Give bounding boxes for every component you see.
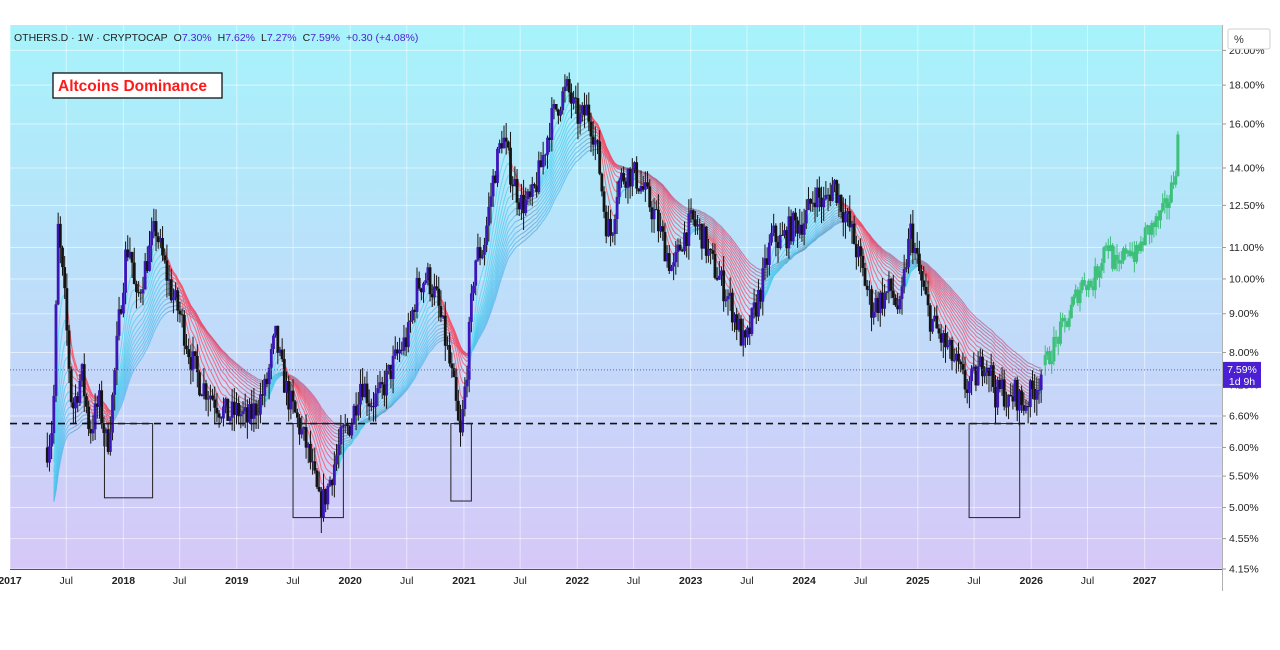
ribbon-segment xyxy=(756,279,758,280)
ribbon-segment xyxy=(756,275,758,276)
ribbon-segment xyxy=(756,271,758,272)
ribbon-segment xyxy=(84,419,86,420)
price-scale-background xyxy=(1222,25,1274,569)
ribbon-segment xyxy=(1013,365,1015,366)
ribbon-segment xyxy=(1037,373,1039,374)
ribbon-segment xyxy=(534,201,536,202)
ribbon-segment xyxy=(534,198,536,199)
ribbon-segment xyxy=(163,267,165,268)
ribbon-segment xyxy=(698,210,700,211)
ribbon-segment xyxy=(1028,366,1030,367)
ribbon-segment xyxy=(528,205,530,206)
ribbon-segment xyxy=(439,332,441,333)
ribbon-segment xyxy=(900,275,902,276)
ribbon-segment xyxy=(247,397,249,398)
ribbon-segment xyxy=(698,212,700,213)
ribbon-segment xyxy=(69,413,71,414)
ribbon-segment xyxy=(337,424,339,425)
ribbon-segment xyxy=(84,422,86,423)
ribbon-segment xyxy=(441,328,443,329)
ribbon-segment xyxy=(587,135,589,136)
ribbon-segment xyxy=(887,270,889,271)
ribbon-segment xyxy=(1035,372,1037,373)
ribbon-segment xyxy=(978,347,980,348)
ribbon-segment xyxy=(439,329,441,330)
ribbon-segment xyxy=(617,172,619,173)
ribbon-segment xyxy=(682,221,684,222)
ribbon-segment xyxy=(1028,363,1030,364)
ribbon-segment xyxy=(695,210,697,211)
ribbon-segment xyxy=(258,381,260,382)
ribbon-segment xyxy=(441,324,443,325)
ribbon-segment xyxy=(702,215,704,216)
ribbon-segment xyxy=(337,427,339,428)
plot-background xyxy=(10,25,1222,569)
ribbon-segment xyxy=(517,220,519,221)
ribbon-segment xyxy=(160,261,162,262)
ribbon-segment xyxy=(1037,376,1039,377)
ribbon-segment xyxy=(835,213,837,214)
ribbon-segment xyxy=(258,379,260,380)
ribbon-segment xyxy=(702,214,704,215)
ribbon-segment xyxy=(1013,369,1015,370)
ribbon-segment xyxy=(835,211,837,212)
ribbon-segment xyxy=(1028,370,1030,371)
ribbon-segment xyxy=(702,212,704,213)
